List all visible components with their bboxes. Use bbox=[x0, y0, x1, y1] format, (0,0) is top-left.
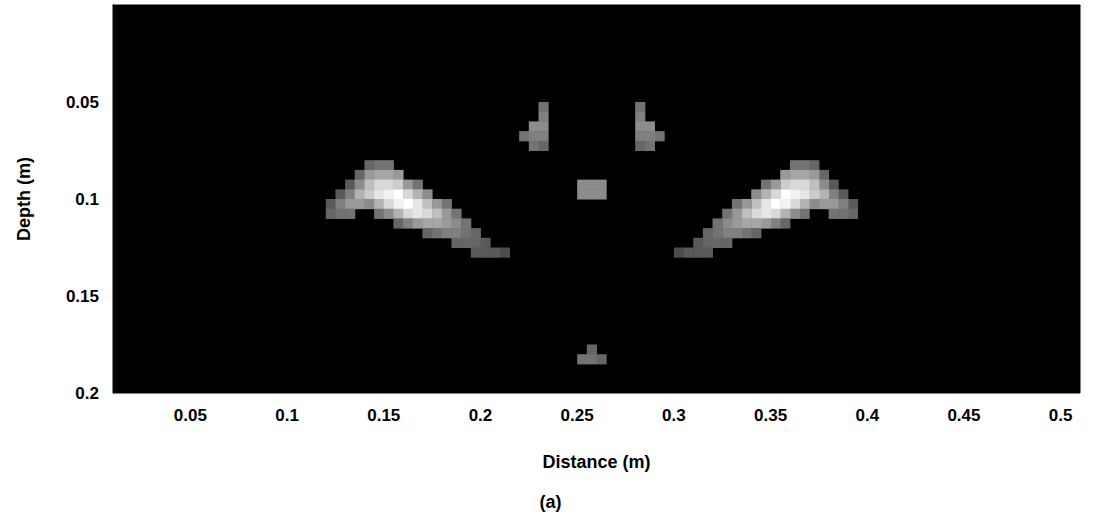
svg-text:0.15: 0.15 bbox=[367, 406, 400, 425]
svg-text:0.2: 0.2 bbox=[75, 384, 99, 403]
svg-text:0.1: 0.1 bbox=[75, 190, 99, 209]
svg-text:0.1: 0.1 bbox=[275, 406, 299, 425]
svg-text:0.25: 0.25 bbox=[561, 406, 594, 425]
svg-text:(a): (a) bbox=[540, 492, 562, 512]
svg-text:0.35: 0.35 bbox=[754, 406, 787, 425]
svg-text:0.3: 0.3 bbox=[662, 406, 686, 425]
svg-text:Depth (m): Depth (m) bbox=[14, 157, 34, 241]
svg-text:0.05: 0.05 bbox=[174, 406, 207, 425]
svg-text:0.2: 0.2 bbox=[469, 406, 493, 425]
svg-text:0.5: 0.5 bbox=[1049, 406, 1073, 425]
svg-text:Distance (m): Distance (m) bbox=[542, 452, 650, 472]
svg-text:0.05: 0.05 bbox=[66, 93, 99, 112]
svg-text:0.45: 0.45 bbox=[947, 406, 980, 425]
svg-text:0.4: 0.4 bbox=[855, 406, 879, 425]
svg-text:0.15: 0.15 bbox=[66, 287, 99, 306]
